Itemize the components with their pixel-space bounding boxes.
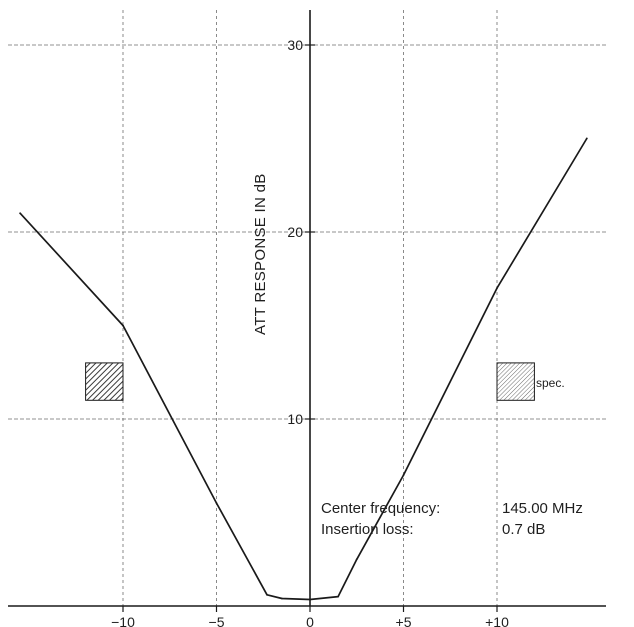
data-point: [337, 595, 339, 598]
x-tick-label: +5: [396, 614, 412, 627]
data-point: [496, 287, 498, 289]
data-point: [215, 502, 218, 505]
y-tick-label: 20: [287, 224, 303, 240]
data-point: [266, 593, 268, 596]
spec-label: spec.: [536, 376, 565, 390]
data-point: [122, 324, 124, 327]
center-frequency-label: Center frequency:: [321, 500, 440, 517]
series: [19, 137, 588, 601]
spec-box: [85, 362, 124, 401]
x-tick-label: −5: [209, 614, 225, 627]
data-point: [355, 558, 358, 561]
y-tick-label: 30: [287, 37, 303, 53]
data-point: [309, 598, 311, 601]
spec-markers: [85, 362, 535, 401]
center-frequency-value: 145.00 MHz: [502, 500, 583, 517]
data-point: [585, 137, 588, 140]
grid: [8, 10, 606, 606]
axes: [8, 10, 606, 612]
x-tick-label: −10: [111, 614, 135, 627]
y-tick-label: 10: [287, 411, 303, 427]
annotation-block: Center frequency: 145.00 MHz Insertion l…: [321, 500, 583, 538]
data-point: [19, 212, 22, 215]
spec-box: [496, 362, 535, 401]
insertion-loss-value: 0.7 dB: [502, 521, 545, 538]
data-point: [402, 474, 405, 476]
data-point: [281, 597, 283, 600]
x-tick-label: +10: [485, 614, 509, 627]
tick-labels: −10 −5 0 +5 +10 10 20 30: [111, 37, 509, 627]
insertion-loss-label: Insertion loss:: [321, 521, 414, 538]
y-axis-title: ATT RESPONSE IN dB: [252, 173, 269, 335]
x-tick-label: 0: [306, 614, 314, 627]
